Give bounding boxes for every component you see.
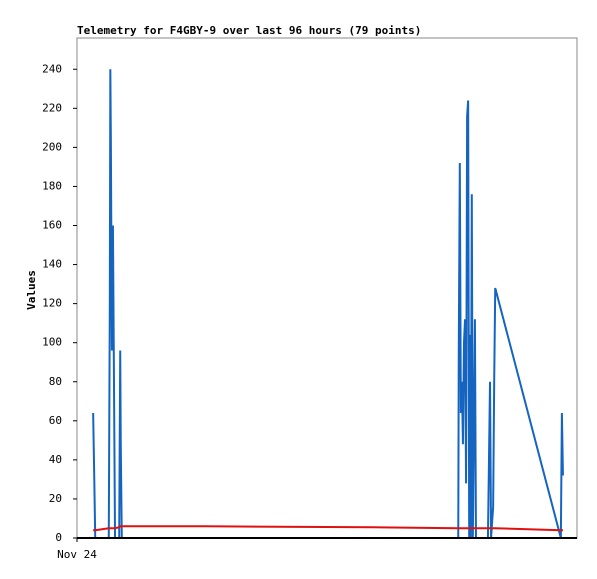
y-tick-label: 220 — [42, 101, 62, 114]
series-line — [93, 525, 563, 532]
y-tick-label: 140 — [42, 258, 62, 271]
chart-title: Telemetry for F4GBY-9 over last 96 hours… — [77, 24, 421, 37]
y-tick-label: 120 — [42, 297, 62, 310]
y-tick-label: 240 — [42, 62, 62, 75]
series-line — [92, 69, 564, 539]
y-tick-label: 100 — [42, 336, 62, 349]
plot-frame — [76, 37, 578, 539]
y-tick-label: 20 — [49, 492, 62, 505]
x-tick-label: Nov 24 — [57, 548, 97, 561]
y-axis-label: Values — [25, 270, 38, 310]
y-tick-label: 40 — [49, 453, 62, 466]
y-tick-label: 180 — [42, 179, 62, 192]
y-tick-label: 60 — [49, 414, 62, 427]
y-tick-label: 160 — [42, 219, 62, 232]
y-tick-label: 0 — [55, 531, 62, 544]
y-tick-label: 200 — [42, 140, 62, 153]
y-tick-label: 80 — [49, 375, 62, 388]
